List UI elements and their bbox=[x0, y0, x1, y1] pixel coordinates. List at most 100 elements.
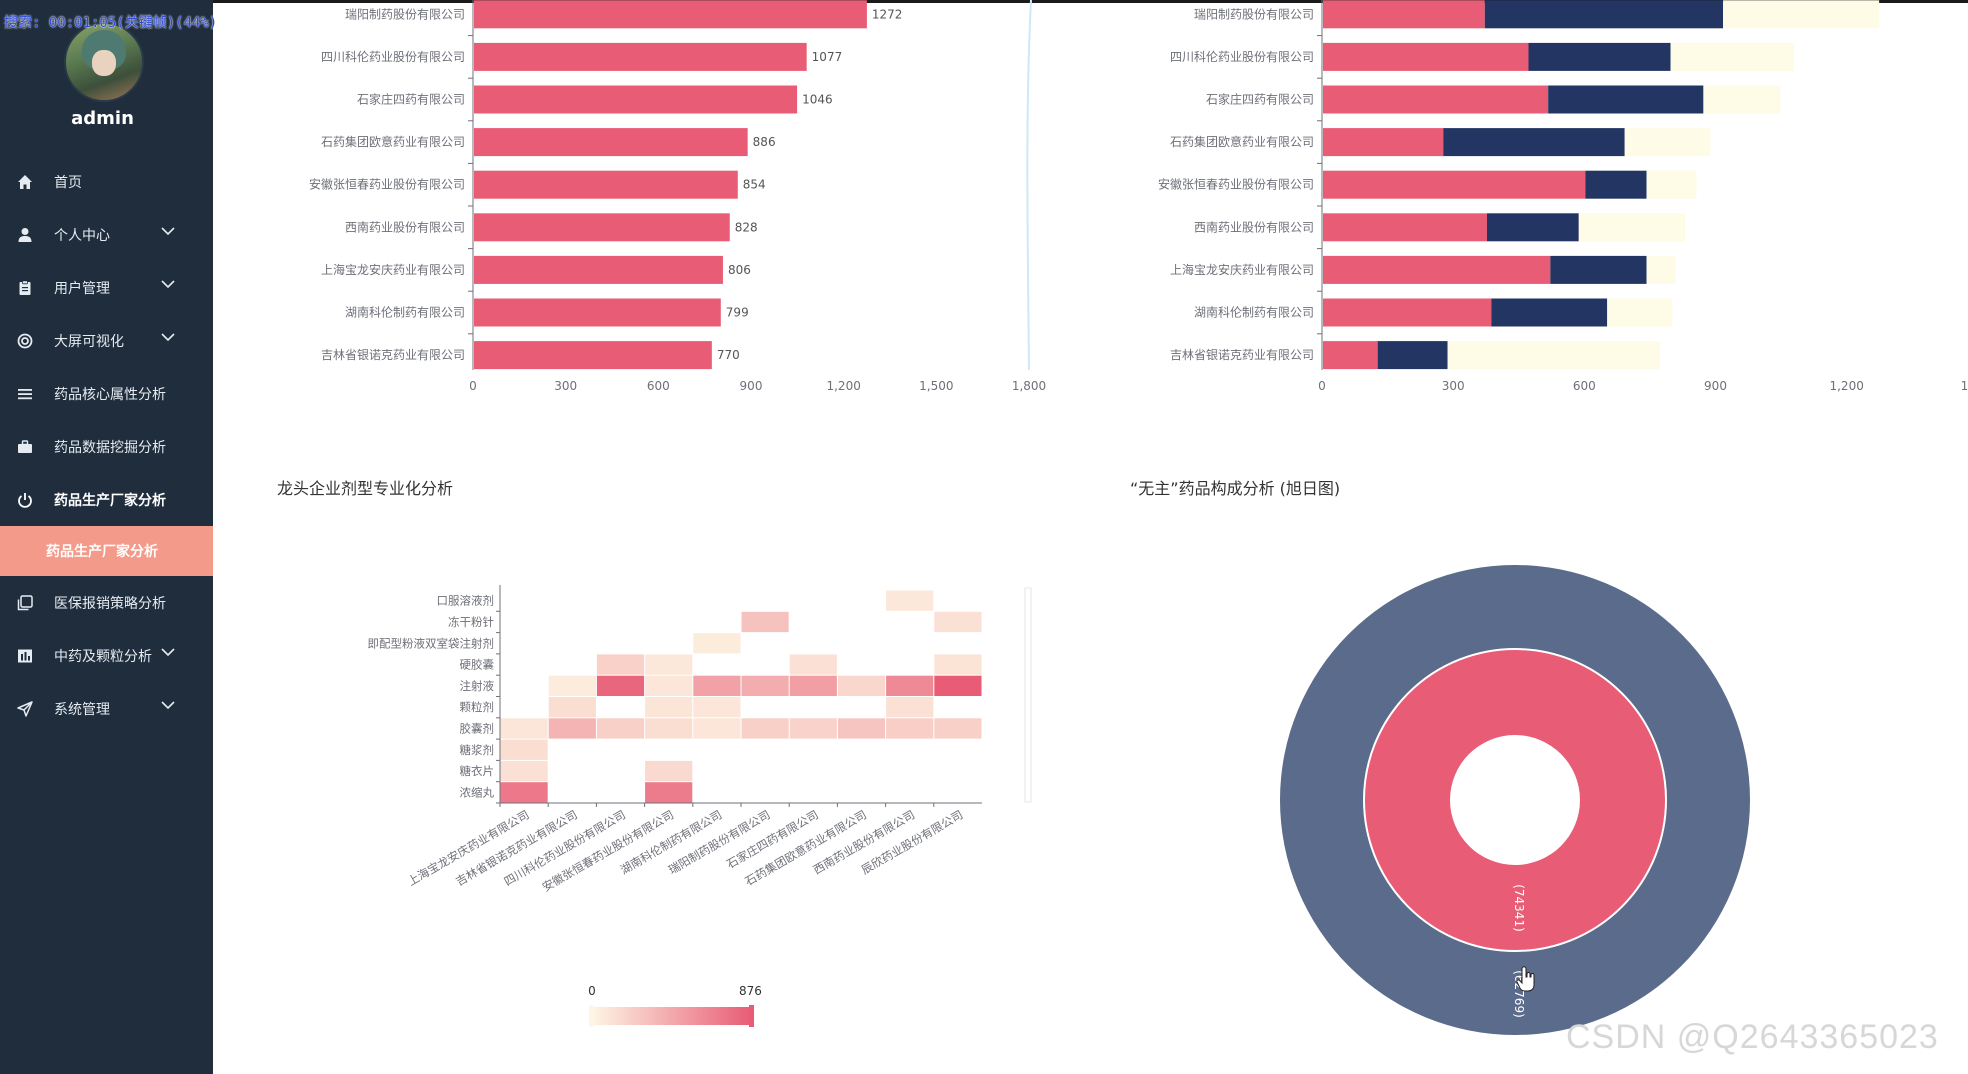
heatmap-cell bbox=[741, 611, 789, 633]
visual-map-handle-min bbox=[589, 1005, 593, 1027]
csdn-watermark: CSDN @Q2643365023 bbox=[1566, 1018, 1939, 1056]
sidebar-item-data-mining[interactable]: 药品数据挖掘分析 bbox=[0, 420, 213, 473]
y-tick-label: 上海宝龙安庆药业有限公司 bbox=[321, 262, 465, 277]
stacked-bar-segment bbox=[1585, 170, 1647, 199]
sunburst-center bbox=[1450, 735, 1580, 865]
submenu-item-manufacturer-analysis[interactable]: 药品生产厂家分析 bbox=[0, 526, 213, 576]
heatmap-cell bbox=[741, 718, 789, 739]
heatmap-cell bbox=[500, 739, 548, 760]
heatmap-cell bbox=[693, 633, 741, 654]
bar bbox=[474, 255, 723, 284]
data-zoom-slider bbox=[1024, 587, 1032, 803]
bar bbox=[474, 0, 867, 29]
heatmap-cell bbox=[500, 718, 548, 739]
heatmap-cell bbox=[741, 675, 789, 696]
heatmap-cell bbox=[886, 697, 934, 718]
heatmap-cell bbox=[886, 675, 934, 696]
x-tick-label: 900 bbox=[1704, 379, 1727, 393]
sidebar-item-label: 系统管理 bbox=[54, 701, 110, 718]
heatmap-cell bbox=[693, 697, 741, 718]
heatmap-cell bbox=[934, 611, 982, 633]
sidebar-item-tcm[interactable]: 中药及颗粒分析 bbox=[0, 629, 213, 682]
x-tick-label: 1,200 bbox=[826, 379, 860, 393]
y-tick-label: 浓缩丸 bbox=[460, 785, 495, 799]
heatmap-cell bbox=[596, 675, 645, 696]
bar-value-label: 806 bbox=[728, 263, 751, 277]
chevron-down-icon bbox=[161, 330, 175, 346]
heatmap-cell bbox=[548, 675, 596, 696]
sunburst-chart: (74341)(62769) bbox=[1280, 565, 1750, 1035]
target-icon bbox=[16, 332, 34, 350]
heatmap-cell bbox=[645, 675, 693, 696]
x-tick-label: 0 bbox=[469, 379, 477, 393]
clipboard-icon bbox=[16, 279, 34, 297]
stacked-bar-segment bbox=[1484, 0, 1724, 29]
x-tick-label: 600 bbox=[1573, 379, 1596, 393]
bar bbox=[474, 42, 807, 71]
sidebar-item-label: 首页 bbox=[54, 174, 82, 191]
bar bbox=[474, 85, 798, 114]
y-tick-label: 西南药业股份有限公司 bbox=[1194, 219, 1314, 234]
y-tick-label: 湖南科伦制药有限公司 bbox=[1194, 305, 1314, 320]
sidebar-item-label: 药品生产厂家分析 bbox=[54, 492, 166, 509]
power-icon bbox=[16, 491, 34, 509]
sidebar-item-system[interactable]: 系统管理 bbox=[0, 682, 213, 735]
x-tick-label: 900 bbox=[740, 379, 763, 393]
sidebar-item-profile[interactable]: 个人中心 bbox=[0, 208, 213, 261]
y-tick-label: 糖浆剂 bbox=[460, 743, 495, 757]
visual-map-min-label: 0 bbox=[588, 984, 596, 998]
stacked-bar-segment bbox=[1607, 298, 1673, 327]
stacked-bar-segment bbox=[1528, 42, 1671, 71]
x-tick-label: 600 bbox=[647, 379, 670, 393]
send-icon bbox=[16, 700, 34, 718]
heatmap-cell bbox=[693, 675, 741, 696]
copy-icon bbox=[16, 594, 34, 612]
x-tick-label: 300 bbox=[554, 379, 577, 393]
stacked-bar-segment bbox=[1723, 0, 1880, 29]
x-tick-label: 1,500 bbox=[919, 379, 953, 393]
bar-value-label: 1077 bbox=[812, 50, 843, 64]
x-tick-label: 0 bbox=[1318, 379, 1326, 393]
sidebar-item-manufacturer[interactable]: 药品生产厂家分析 bbox=[0, 473, 213, 526]
chevron-down-icon bbox=[161, 698, 175, 714]
bar-value-label: 770 bbox=[717, 348, 740, 362]
home-icon bbox=[16, 173, 34, 191]
bar bbox=[474, 341, 712, 370]
chart-icon bbox=[16, 647, 34, 665]
briefcase-icon bbox=[16, 438, 34, 456]
sidebar-item-home[interactable]: 首页 bbox=[0, 155, 213, 208]
stacked-bar-segment bbox=[1491, 298, 1608, 327]
hand-cursor-icon bbox=[1516, 966, 1535, 992]
heatmap-cell bbox=[837, 675, 886, 696]
sidebar-item-user-management[interactable]: 用户管理 bbox=[0, 261, 213, 314]
sidebar-item-insurance[interactable]: 医保报销策略分析 bbox=[0, 576, 213, 629]
y-tick-label: 上海宝龙安庆药业有限公司 bbox=[1170, 262, 1314, 277]
heatmap-cell bbox=[934, 718, 982, 739]
sidebar-item-core-attributes[interactable]: 药品核心属性分析 bbox=[0, 367, 213, 420]
heatmap-cell bbox=[645, 782, 693, 803]
x-tick-label: 300 bbox=[1442, 379, 1465, 393]
sidebar-item-label: 中药及颗粒分析 bbox=[54, 648, 152, 665]
heatmap-cell bbox=[645, 697, 693, 718]
chevron-down-icon bbox=[161, 224, 175, 240]
y-tick-label: 颗粒剂 bbox=[460, 700, 495, 714]
bar-value-label: 799 bbox=[726, 306, 749, 320]
y-tick-label: 注射液 bbox=[460, 679, 495, 693]
heatmap-cell bbox=[500, 782, 548, 803]
bar bbox=[474, 128, 748, 157]
list-icon bbox=[16, 385, 34, 403]
visual-map-max-label: 876 bbox=[739, 984, 762, 998]
avatar[interactable] bbox=[64, 22, 144, 102]
sidebar-item-big-screen[interactable]: 大屏可视化 bbox=[0, 314, 213, 367]
heatmap-cell bbox=[886, 718, 934, 739]
y-tick-label: 糖衣片 bbox=[460, 764, 495, 778]
heatmap-cell bbox=[548, 697, 596, 718]
sunburst-inner-label: (74341) bbox=[1512, 884, 1526, 932]
sidebar-item-label: 个人中心 bbox=[54, 227, 110, 244]
stacked-bar-segment bbox=[1624, 128, 1711, 157]
y-tick-label: 瑞阳制药股份有限公司 bbox=[1194, 7, 1314, 21]
y-tick-label: 安徽张恒春药业股份有限公司 bbox=[1158, 177, 1314, 192]
y-tick-label: 石药集团欧意药业有限公司 bbox=[1170, 134, 1314, 149]
y-tick-label: 吉林省银诺克药业有限公司 bbox=[1170, 348, 1314, 362]
bar-value-label: 854 bbox=[743, 178, 766, 192]
